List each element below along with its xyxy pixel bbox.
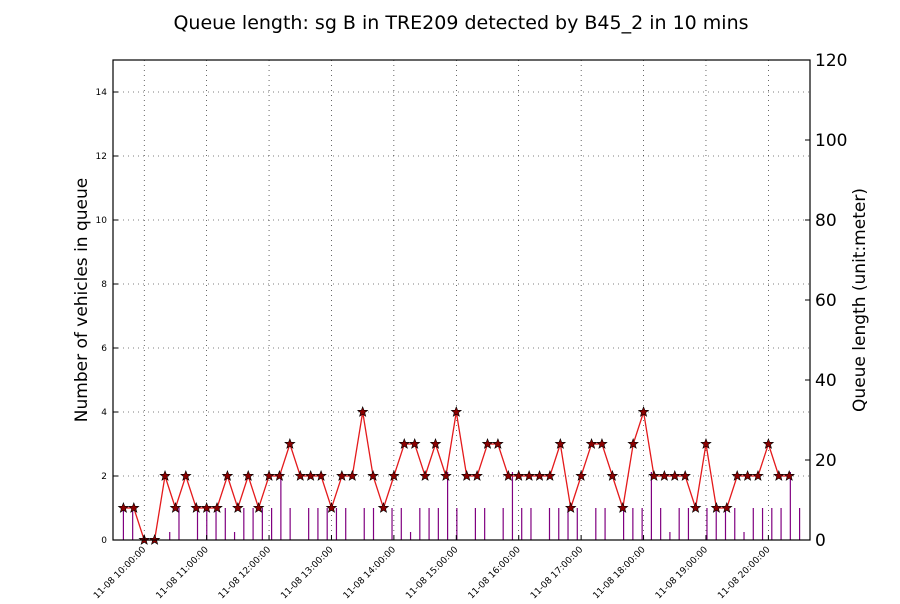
data-point-star bbox=[689, 501, 702, 513]
series-markers bbox=[117, 405, 795, 545]
data-point-star bbox=[585, 437, 598, 449]
y-tick-label-left: 8 bbox=[101, 280, 107, 290]
data-point-star bbox=[419, 469, 431, 481]
data-point-star bbox=[783, 469, 795, 481]
data-point-star bbox=[731, 469, 743, 481]
y-axis-left: 0 2 4 6 8 10 12 14 bbox=[96, 88, 118, 546]
data-point-star bbox=[658, 469, 671, 481]
data-point-star bbox=[440, 469, 452, 481]
y-tick-label-left: 14 bbox=[96, 88, 108, 98]
data-point-star bbox=[679, 469, 691, 481]
data-point-star bbox=[544, 469, 556, 481]
data-point-star bbox=[325, 501, 338, 513]
chart-title: Queue length: sg B in TRE209 detected by… bbox=[173, 12, 748, 34]
data-point-star bbox=[669, 469, 681, 481]
data-point-star bbox=[773, 469, 785, 481]
data-point-star bbox=[429, 437, 442, 449]
data-point-star bbox=[648, 469, 660, 481]
data-point-star bbox=[221, 469, 234, 481]
data-point-star bbox=[533, 469, 546, 481]
data-point-star bbox=[388, 469, 400, 481]
data-point-star bbox=[346, 469, 359, 481]
data-point-star bbox=[169, 501, 182, 513]
data-point-star bbox=[180, 469, 192, 481]
data-point-star bbox=[710, 501, 723, 513]
data-point-star bbox=[564, 501, 577, 513]
data-point-star bbox=[471, 469, 483, 481]
data-point-star bbox=[356, 405, 369, 417]
y-tick-label-right: 100 bbox=[815, 131, 847, 151]
data-point-star bbox=[512, 469, 525, 481]
data-point-star bbox=[252, 501, 265, 513]
data-point-star bbox=[460, 469, 473, 481]
data-point-star bbox=[700, 437, 712, 449]
data-point-star bbox=[367, 469, 379, 481]
data-point-star bbox=[263, 469, 275, 481]
y-tick-label-right: 60 bbox=[815, 291, 837, 311]
bars bbox=[122, 472, 801, 540]
grid-lines bbox=[113, 60, 810, 540]
data-point-star bbox=[596, 437, 608, 449]
data-point-star bbox=[617, 501, 629, 513]
y-tick-label-left: 0 bbox=[101, 536, 107, 546]
data-point-star bbox=[128, 501, 140, 513]
data-point-star bbox=[159, 469, 171, 481]
data-point-star bbox=[741, 469, 754, 481]
y-tick-label-left: 4 bbox=[101, 408, 107, 418]
data-point-star bbox=[398, 437, 411, 449]
data-point-star bbox=[752, 469, 764, 481]
data-point-star bbox=[284, 437, 296, 449]
y-tick-label-left: 6 bbox=[101, 344, 107, 354]
data-point-star bbox=[502, 469, 515, 481]
data-point-star bbox=[637, 405, 650, 417]
y-tick-label-left: 10 bbox=[96, 216, 108, 226]
y-tick-label-right: 80 bbox=[815, 211, 837, 231]
data-point-star bbox=[304, 469, 317, 481]
y-axis-label-right: Queue length (unit:meter) bbox=[850, 188, 870, 412]
data-point-star bbox=[606, 469, 619, 481]
data-point-star bbox=[575, 469, 587, 481]
data-point-star bbox=[721, 501, 733, 513]
data-point-star bbox=[627, 437, 639, 449]
y-tick-label-left: 12 bbox=[96, 152, 107, 162]
y-axis-right: 0 20 40 60 80 100 120 bbox=[805, 51, 847, 551]
data-point-star bbox=[554, 437, 567, 449]
y-tick-label-right: 120 bbox=[815, 51, 847, 71]
y-tick-label-right: 0 bbox=[815, 531, 826, 551]
data-point-star bbox=[450, 405, 463, 417]
data-point-star bbox=[315, 469, 327, 481]
data-point-star bbox=[273, 469, 286, 481]
data-point-star bbox=[117, 501, 130, 513]
data-point-star bbox=[336, 469, 348, 481]
data-point-star bbox=[523, 469, 535, 481]
data-point-star bbox=[408, 437, 421, 449]
data-point-star bbox=[481, 437, 494, 449]
data-point-star bbox=[211, 501, 223, 513]
data-point-star bbox=[294, 469, 307, 481]
data-point-star bbox=[242, 469, 254, 481]
data-point-star bbox=[762, 437, 775, 449]
y-tick-label-left: 2 bbox=[101, 472, 107, 482]
y-tick-label-right: 40 bbox=[815, 371, 837, 391]
data-point-star bbox=[190, 501, 202, 513]
y-axis-label-left: Number of vehicles in queue bbox=[72, 178, 92, 422]
data-point-star bbox=[200, 501, 213, 513]
data-point-star bbox=[377, 501, 390, 513]
y-tick-label-right: 20 bbox=[815, 451, 837, 471]
data-point-star bbox=[492, 437, 504, 449]
data-point-star bbox=[232, 501, 244, 513]
